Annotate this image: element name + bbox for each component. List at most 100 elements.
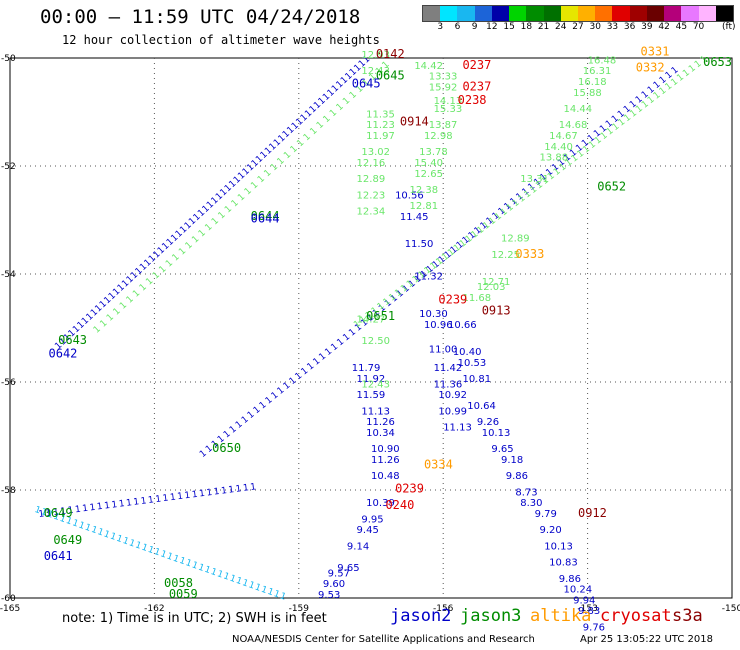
swath-glyph: 1 (98, 299, 109, 310)
swath-glyph: 1 (464, 234, 475, 245)
swath-glyph: 1 (98, 318, 109, 329)
swh-value: 10.90 (371, 444, 400, 455)
swath-glyph: 1 (505, 202, 516, 213)
swath-glyph: 1 (317, 96, 328, 107)
swath-glyph: 1 (102, 295, 113, 306)
color-swatch (715, 6, 733, 21)
swath-glyph: 1 (203, 222, 214, 233)
color-scale-unit: (ft) (722, 22, 736, 32)
swath-glyph: 1 (187, 216, 198, 227)
swath-glyph: 1 (279, 591, 288, 602)
color-swatch (595, 6, 613, 21)
pass-time-label: 0653 (703, 55, 732, 69)
swh-value: 16.31 (583, 66, 612, 77)
swh-value: 14.40 (544, 142, 573, 153)
color-swatch (560, 6, 578, 21)
swath-glyph: 1 (153, 547, 162, 558)
pass-time-label: 0912 (578, 506, 607, 520)
swath-glyph: 1 (127, 538, 136, 549)
swath-glyph: 1 (288, 376, 299, 387)
swath-glyph: 1 (658, 86, 669, 97)
swh-value: 12.98 (424, 131, 453, 142)
swath-glyph: 1 (263, 146, 274, 157)
swh-value: 9.18 (501, 455, 523, 466)
swath-glyph: 1 (165, 552, 174, 563)
swath-glyph: 1 (294, 371, 305, 382)
swath-glyph: 1 (223, 204, 234, 215)
swath-glyph: 1 (169, 493, 176, 504)
chart-subtitle: 12 hour collection of altimeter wave hei… (62, 33, 380, 47)
color-swatch (423, 6, 441, 21)
swath-glyph: 1 (277, 133, 288, 144)
pass-time-label: 0239 (438, 293, 467, 307)
swath-glyph: 1 (146, 545, 155, 556)
swath-glyph: 1 (289, 144, 300, 155)
swath-glyph: 1 (295, 138, 306, 149)
lat-label: -50 (1, 54, 16, 64)
color-swatch (509, 6, 527, 21)
swath-glyph: 1 (270, 390, 281, 401)
swh-value: 10.56 (395, 190, 424, 201)
swath-glyph: 1 (254, 154, 265, 165)
swath-glyph: 1 (357, 59, 368, 70)
swh-value: 10.92 (438, 390, 467, 401)
swh-value: 9.65 (491, 444, 513, 455)
swath-glyph: 1 (487, 216, 498, 227)
swath-glyph: 1 (306, 361, 317, 372)
swath-glyph: 1 (344, 71, 355, 82)
swath-glyph: 1 (687, 63, 698, 74)
lon-label: -162 (144, 604, 164, 614)
swath-glyph: 1 (65, 516, 74, 527)
swath-glyph: 1 (192, 212, 203, 223)
swath-glyph: 1 (640, 99, 651, 110)
swath-glyph: 1 (617, 117, 628, 128)
swath-glyph: 1 (138, 282, 149, 293)
swath-glyph: 1 (151, 270, 162, 281)
swh-value: 9.76 (583, 622, 605, 633)
swath-glyph: 1 (214, 191, 225, 202)
swath-glyph: 1 (152, 249, 163, 260)
lat-label: -54 (1, 270, 16, 280)
swath-glyph: 1 (353, 322, 364, 333)
pass-time-label: 0333 (515, 247, 544, 261)
pass-time-label: 0651 (366, 309, 395, 323)
swath-glyph: 1 (670, 77, 681, 88)
swath-glyph: 1 (246, 410, 257, 421)
color-scale-bar (422, 5, 734, 22)
swh-value: 11.13 (443, 423, 472, 434)
swath-glyph: 1 (204, 444, 215, 455)
swath-glyph: 1 (546, 171, 557, 182)
pass-time-label: 0142 (376, 47, 405, 61)
chart-title: 00:00 – 11:59 UTC 04/24/2018 (40, 6, 361, 28)
swath-glyph: 1 (230, 198, 241, 209)
color-swatch (664, 6, 682, 21)
color-swatch (457, 6, 475, 21)
color-scale-tick: 27 (572, 22, 584, 32)
swath-glyph: 1 (446, 247, 457, 258)
color-scale-tick: 6 (454, 22, 461, 32)
swh-value: 12.34 (357, 207, 386, 218)
swh-value: 11.26 (371, 455, 400, 466)
swath-glyph: 1 (241, 578, 250, 589)
swath-glyph: 1 (640, 89, 651, 100)
pass-time-label: 0644 (251, 209, 280, 223)
swath-glyph: 1 (670, 65, 681, 76)
swath-glyph: 1 (234, 576, 243, 587)
swath-glyph: 1 (184, 240, 195, 251)
swh-value: 10.30 (419, 309, 448, 320)
swath-glyph: 1 (85, 312, 96, 323)
swath-glyph: 1 (593, 135, 604, 146)
swath-glyph: 1 (341, 96, 352, 107)
swh-value: 9.60 (323, 579, 345, 590)
swath-glyph: 1 (266, 587, 275, 598)
swath-glyph: 1 (178, 224, 189, 235)
swath-glyph: 1 (252, 405, 263, 416)
swath-glyph: 1 (120, 278, 131, 289)
swh-value: 15.33 (434, 104, 463, 115)
swh-value: 8.73 (515, 487, 537, 498)
swath-glyph: 1 (159, 549, 168, 560)
swath-glyph: 1 (184, 491, 191, 502)
swath-glyph: 1 (324, 347, 335, 358)
swath-glyph: 1 (628, 108, 639, 119)
